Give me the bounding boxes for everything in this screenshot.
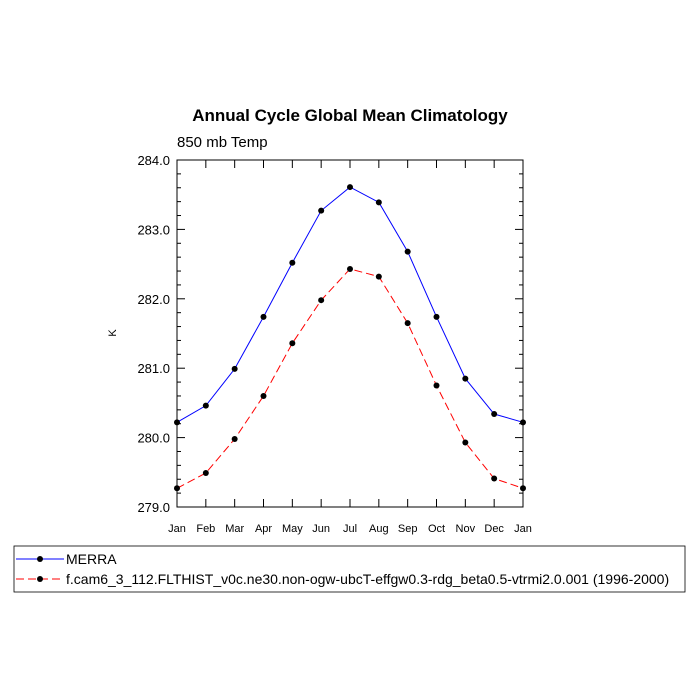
x-tick-label: Jul xyxy=(343,523,357,535)
plot-frame xyxy=(176,159,524,508)
legend-marker-1 xyxy=(37,576,43,582)
series-point-0 xyxy=(289,259,296,266)
x-tick-label: Jan xyxy=(168,523,186,535)
series-point-1 xyxy=(347,265,353,272)
series-point-0 xyxy=(433,313,440,320)
chart-title: Annual Cycle Global Mean Climatology xyxy=(192,106,508,125)
y-tick-label: 280.0 xyxy=(137,431,170,446)
chart-subtitle: 850 mb Temp xyxy=(177,134,268,151)
y-tick-label: 279.0 xyxy=(137,500,170,515)
series-point-1 xyxy=(318,297,325,304)
legend-label-1: f.cam6_3_112.FLTHIST_v0c.ne30.non-ogw-ub… xyxy=(66,571,669,587)
series-point-1 xyxy=(375,273,382,280)
legend-marker-0 xyxy=(37,556,43,562)
y-tick-label: 281.0 xyxy=(137,361,170,376)
series-point-1 xyxy=(231,435,238,442)
series-point-1 xyxy=(433,382,440,389)
series-point-1 xyxy=(462,439,469,446)
y-tick-labels: 279.0 280.0 281.0 282.0 283.0 284.0 xyxy=(137,153,170,515)
series-point-0 xyxy=(318,207,325,214)
x-tick-label: Dec xyxy=(484,523,504,535)
series-point-1 xyxy=(260,392,267,399)
x-tick-label: Oct xyxy=(428,523,445,535)
axis-ticks xyxy=(176,159,524,508)
series-point-0 xyxy=(491,411,498,418)
x-tick-label: Apr xyxy=(255,523,272,535)
series-point-0 xyxy=(462,375,469,382)
series-point-0 xyxy=(231,365,238,372)
series-line-0 xyxy=(176,186,524,423)
series-line-1 xyxy=(176,268,524,489)
y-tick-label: 284.0 xyxy=(137,153,170,168)
x-tick-label: Jun xyxy=(312,523,330,535)
legend-label-0: MERRA xyxy=(66,551,117,567)
x-tick-label: Sep xyxy=(398,523,418,535)
y-tick-label: 283.0 xyxy=(137,222,170,237)
series-point-0 xyxy=(202,402,209,409)
series-point-0 xyxy=(404,248,411,255)
series-points xyxy=(174,184,526,492)
series-lines xyxy=(176,186,524,489)
x-tick-label: Jan xyxy=(514,523,532,535)
series-point-1 xyxy=(289,340,296,347)
x-tick-label: Aug xyxy=(369,523,389,535)
x-tick-labels: Jan Feb Mar Apr May Jun Jul Aug Sep Oct Nov Dec Jan xyxy=(168,523,532,535)
x-tick-label: Feb xyxy=(196,523,215,535)
legend: MERRA f.cam6_3_112.FLTHIST_v0c.ne30.non-o… xyxy=(13,545,686,593)
x-tick-label: Nov xyxy=(456,523,476,535)
series-point-1 xyxy=(491,475,498,482)
series-point-1 xyxy=(202,469,209,476)
legend-box xyxy=(13,545,686,593)
legend-items: MERRA f.cam6_3_112.FLTHIST_v0c.ne30.non-o… xyxy=(16,551,669,587)
series-point-1 xyxy=(404,320,411,327)
x-tick-label: Mar xyxy=(225,523,244,535)
series-point-0 xyxy=(260,313,267,320)
series-point-0 xyxy=(375,199,382,206)
x-tick-label: May xyxy=(282,523,303,535)
series-point-0 xyxy=(347,184,353,191)
y-axis-label: K xyxy=(107,329,119,337)
y-tick-label: 282.0 xyxy=(137,292,170,307)
